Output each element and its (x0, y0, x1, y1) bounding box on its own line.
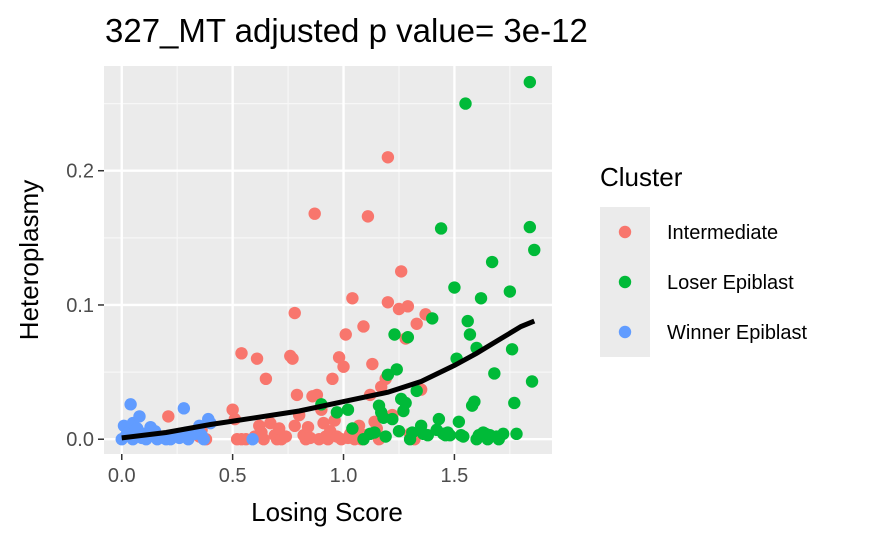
point-intermediate (401, 300, 415, 313)
point-loser-epiblast (421, 429, 435, 442)
point-loser-epiblast (432, 412, 446, 426)
legend-swatch (618, 225, 632, 239)
legend: Cluster Intermediate Loser Epiblast Winner… (600, 162, 808, 357)
x-axis-title: Losing Score (251, 497, 403, 527)
axis-ticks (98, 169, 456, 460)
point-loser-epiblast (434, 222, 448, 235)
legend-swatch (618, 275, 632, 289)
point-intermediate (279, 430, 293, 443)
point-loser-epiblast (461, 314, 474, 328)
point-intermediate (257, 433, 270, 446)
legend-label: Intermediate (667, 222, 778, 244)
point-loser-epiblast (452, 415, 466, 428)
point-loser-epiblast (508, 396, 521, 410)
point-intermediate (226, 403, 239, 416)
point-loser-epiblast (497, 427, 510, 441)
point-winner-epiblast (197, 433, 211, 446)
point-intermediate (337, 360, 350, 373)
point-winner-epiblast (133, 410, 146, 423)
point-loser-epiblast (426, 312, 439, 325)
point-loser-epiblast (488, 367, 501, 380)
point-intermediate (250, 352, 264, 365)
point-loser-epiblast (381, 368, 395, 381)
point-winner-epiblast (177, 402, 191, 415)
point-loser-epiblast (386, 412, 399, 426)
plot-panel (104, 66, 552, 454)
point-loser-epiblast (528, 243, 541, 257)
point-loser-epiblast (448, 281, 461, 294)
y-tick-label: 0.0 (66, 429, 94, 451)
point-intermediate (259, 372, 273, 386)
point-winner-epiblast (246, 433, 259, 446)
point-intermediate (410, 317, 423, 330)
point-loser-epiblast (390, 363, 403, 376)
point-loser-epiblast (346, 422, 359, 435)
point-intermediate (346, 292, 359, 305)
point-intermediate (288, 419, 301, 433)
point-loser-epiblast (330, 406, 344, 419)
trend-line (121, 318, 536, 441)
legend-title: Cluster (600, 162, 683, 192)
point-intermediate (357, 320, 370, 333)
y-tick-label: 0.2 (66, 161, 94, 183)
point-intermediate (394, 265, 408, 278)
point-loser-epiblast (379, 430, 392, 443)
point-loser-epiblast (510, 427, 523, 441)
point-loser-epiblast (525, 375, 539, 388)
y-axis-title: Heteroplasmy (14, 180, 44, 340)
point-intermediate (288, 306, 301, 320)
legend-items: Intermediate Loser Epiblast Winner Epiblas… (600, 207, 808, 357)
legend-label: Winner Epiblast (667, 322, 808, 344)
grid-minor (104, 66, 552, 454)
point-loser-epiblast (485, 255, 499, 269)
point-intermediate (301, 420, 315, 434)
point-intermediate (235, 347, 248, 360)
point-loser-epiblast (341, 403, 355, 416)
point-loser-epiblast (368, 426, 381, 439)
point-intermediate (332, 351, 346, 364)
x-tick-label: 0.0 (108, 465, 136, 487)
point-intermediate (326, 372, 339, 386)
point-loser-epiblast (459, 97, 472, 110)
point-intermediate (308, 207, 321, 220)
legend-swatch (618, 325, 632, 339)
point-loser-epiblast (474, 292, 488, 305)
legend-label: Loser Epiblast (667, 272, 794, 294)
axis-tick-labels: 0.0 0.5 1.0 1.5 0.0 0.1 0.2 (66, 161, 468, 487)
point-loser-epiblast (503, 285, 517, 298)
point-loser-epiblast (505, 343, 519, 356)
point-loser-epiblast (468, 395, 481, 408)
point-intermediate (264, 416, 277, 430)
point-loser-epiblast (392, 424, 406, 438)
point-intermediate (286, 352, 299, 365)
x-tick-label: 1.5 (441, 465, 469, 487)
point-loser-epiblast (457, 430, 470, 443)
point-loser-epiblast (463, 328, 477, 341)
chart-title: 327_MT adjusted p value= 3e-12 (105, 12, 588, 49)
y-tick-label: 0.1 (66, 295, 94, 317)
point-loser-epiblast (410, 384, 423, 398)
point-loser-epiblast (523, 75, 537, 89)
data-points (115, 75, 541, 446)
point-loser-epiblast (406, 426, 419, 439)
point-loser-epiblast (399, 396, 412, 410)
x-tick-label: 0.5 (219, 465, 247, 487)
point-intermediate (290, 388, 304, 402)
point-intermediate (339, 328, 352, 341)
point-loser-epiblast (523, 220, 537, 234)
x-tick-label: 1.0 (330, 465, 358, 487)
point-loser-epiblast (401, 330, 415, 344)
point-winner-epiblast (124, 398, 137, 411)
point-intermediate (381, 151, 395, 164)
point-intermediate (366, 357, 379, 371)
point-intermediate (381, 296, 395, 309)
point-intermediate (310, 388, 324, 402)
point-intermediate (361, 210, 375, 223)
point-loser-epiblast (388, 328, 401, 341)
point-intermediate (162, 410, 175, 423)
point-loser-epiblast (443, 429, 457, 442)
